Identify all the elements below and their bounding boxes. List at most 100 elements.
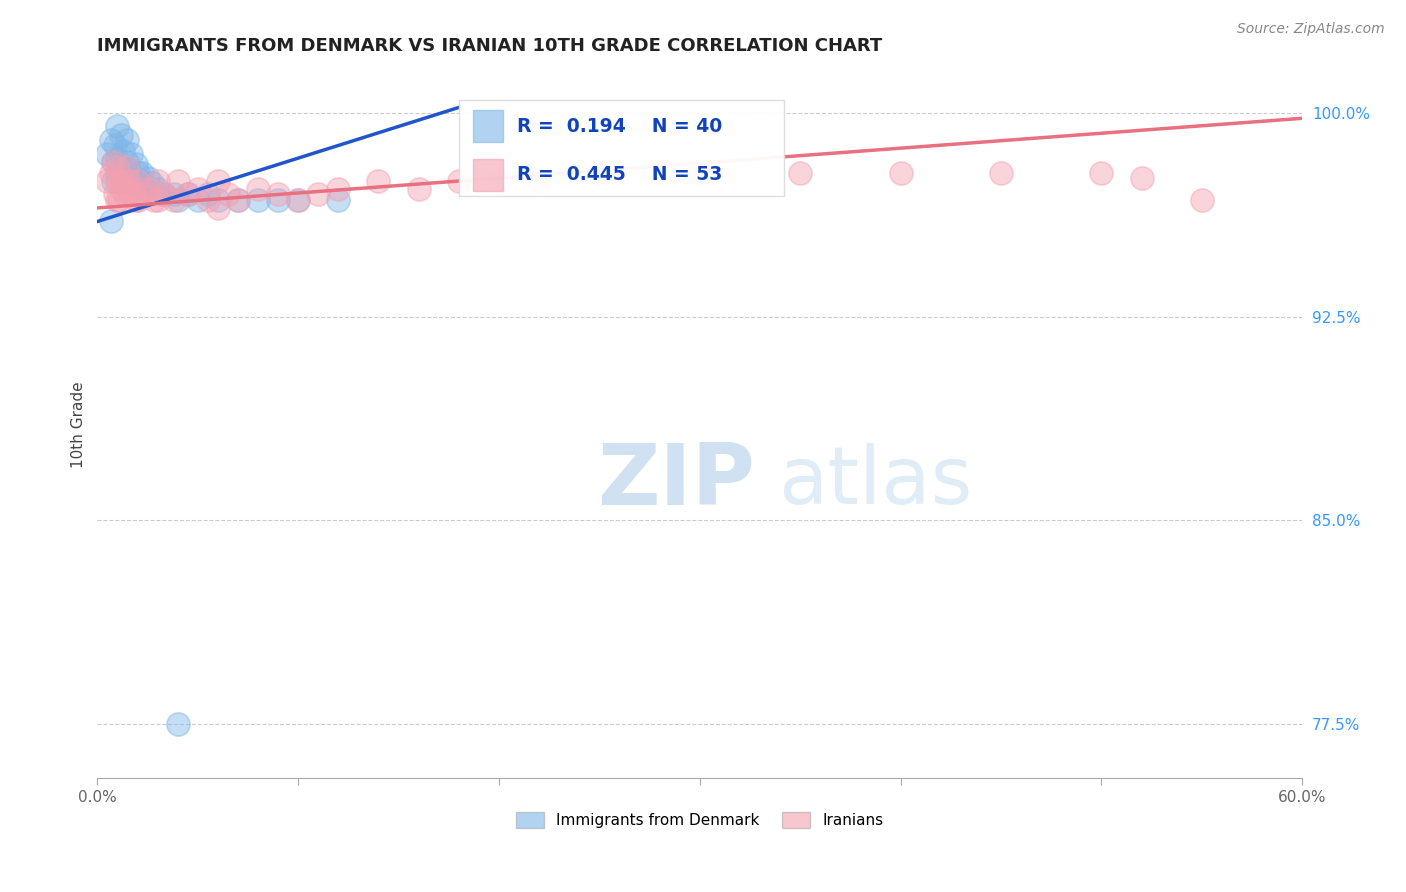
Point xyxy=(246,193,269,207)
Point xyxy=(1090,166,1112,180)
Point xyxy=(110,128,132,142)
Point xyxy=(100,133,122,147)
Point xyxy=(103,174,125,188)
Point xyxy=(177,187,200,202)
Point xyxy=(107,193,129,207)
Point xyxy=(131,187,153,202)
Text: Source: ZipAtlas.com: Source: ZipAtlas.com xyxy=(1237,22,1385,37)
Point xyxy=(187,193,209,207)
Point xyxy=(163,187,186,202)
Point xyxy=(107,160,129,174)
Point xyxy=(121,146,143,161)
Point xyxy=(207,193,229,207)
Point xyxy=(166,174,188,188)
Point xyxy=(122,182,145,196)
Point xyxy=(117,133,139,147)
Point xyxy=(177,187,200,202)
Point xyxy=(100,166,122,180)
Point xyxy=(689,166,711,180)
Point xyxy=(197,193,219,207)
Point xyxy=(127,193,149,207)
Point xyxy=(146,193,169,207)
Point xyxy=(104,187,127,202)
Point xyxy=(132,182,155,196)
Point xyxy=(122,171,145,186)
Point xyxy=(152,187,174,202)
Point xyxy=(131,166,153,180)
Point xyxy=(107,166,129,180)
Point xyxy=(226,193,249,207)
Point xyxy=(107,120,129,134)
Point xyxy=(136,182,159,196)
Point xyxy=(146,182,169,196)
Point xyxy=(1130,171,1153,186)
Point xyxy=(307,187,329,202)
Point xyxy=(226,193,249,207)
Point xyxy=(990,166,1012,180)
Point xyxy=(128,174,150,188)
Point xyxy=(110,182,132,196)
Point xyxy=(100,214,122,228)
Point xyxy=(118,162,141,177)
Text: IMMIGRANTS FROM DENMARK VS IRANIAN 10TH GRADE CORRELATION CHART: IMMIGRANTS FROM DENMARK VS IRANIAN 10TH … xyxy=(97,37,883,55)
Point xyxy=(367,174,389,188)
FancyBboxPatch shape xyxy=(474,159,503,191)
Point xyxy=(96,146,118,161)
Point xyxy=(108,160,131,174)
Point xyxy=(789,166,811,180)
Text: R =  0.445    N = 53: R = 0.445 N = 53 xyxy=(516,165,723,185)
Point xyxy=(217,187,239,202)
Point xyxy=(287,193,309,207)
Point xyxy=(124,157,146,171)
Y-axis label: 10th Grade: 10th Grade xyxy=(72,382,86,468)
Point xyxy=(107,152,129,166)
Point xyxy=(328,182,350,196)
Point xyxy=(267,187,290,202)
FancyBboxPatch shape xyxy=(474,111,503,142)
Point xyxy=(117,154,139,169)
Point xyxy=(108,193,131,207)
Point xyxy=(96,174,118,188)
FancyBboxPatch shape xyxy=(458,101,785,195)
Point xyxy=(117,182,139,196)
Point xyxy=(166,717,188,731)
Point xyxy=(447,174,470,188)
Point xyxy=(163,193,186,207)
Point xyxy=(107,174,129,188)
Legend: Immigrants from Denmark, Iranians: Immigrants from Denmark, Iranians xyxy=(510,806,890,834)
Point xyxy=(488,174,510,188)
Point xyxy=(166,193,188,207)
Point xyxy=(648,166,671,180)
Point xyxy=(146,174,169,188)
Point xyxy=(246,182,269,196)
Point xyxy=(267,193,290,207)
Point xyxy=(112,174,135,188)
Point xyxy=(141,177,163,191)
Point xyxy=(112,174,135,188)
Point xyxy=(118,174,141,188)
Point xyxy=(103,154,125,169)
Text: R =  0.194    N = 40: R = 0.194 N = 40 xyxy=(516,117,721,136)
Point xyxy=(127,166,149,180)
Point xyxy=(104,138,127,153)
Point xyxy=(527,174,550,188)
Point xyxy=(114,187,136,202)
Point xyxy=(127,174,149,188)
Point xyxy=(1191,193,1213,207)
Point xyxy=(328,193,350,207)
Point xyxy=(197,187,219,202)
Point xyxy=(207,174,229,188)
Text: ZIP: ZIP xyxy=(598,440,755,524)
Point xyxy=(136,171,159,186)
Point xyxy=(103,154,125,169)
Point xyxy=(207,201,229,215)
Point xyxy=(114,166,136,180)
Point xyxy=(408,182,430,196)
Point xyxy=(287,193,309,207)
Point xyxy=(187,182,209,196)
Text: atlas: atlas xyxy=(778,442,973,521)
Point xyxy=(588,166,610,180)
Point xyxy=(124,193,146,207)
Point xyxy=(890,166,912,180)
Point xyxy=(142,193,165,207)
